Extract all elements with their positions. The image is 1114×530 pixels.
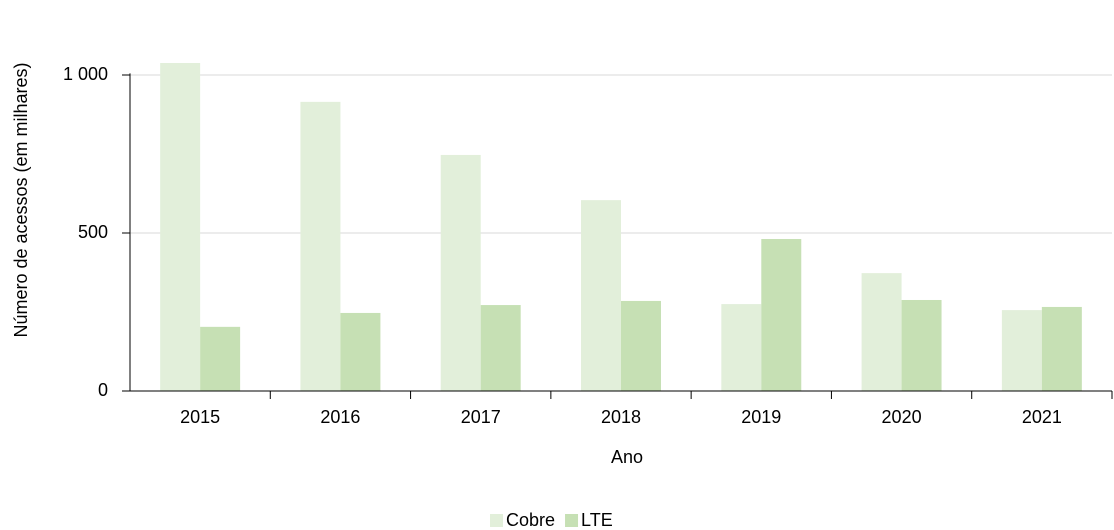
x-tick-label: 2016	[320, 407, 360, 427]
x-tick-label: 2019	[741, 407, 781, 427]
x-tick-label: 2018	[601, 407, 641, 427]
bar	[160, 62, 201, 391]
x-tick-label: 2017	[461, 407, 501, 427]
legend-swatch	[565, 514, 579, 527]
bar	[621, 300, 661, 391]
y-tick-label: 0	[98, 380, 108, 400]
bar	[300, 101, 341, 392]
y-axis-label: Número de acessos (em milhares)	[11, 62, 31, 337]
bar	[861, 273, 902, 391]
x-axis-label: Ano	[611, 447, 643, 467]
bar	[440, 154, 481, 391]
x-tick-label: 2020	[882, 407, 922, 427]
x-tick-label: 2021	[1022, 407, 1062, 427]
bar	[1001, 310, 1042, 391]
y-tick-label: 500	[78, 222, 108, 242]
legend-swatch	[490, 514, 503, 527]
bar	[721, 304, 762, 391]
bar	[200, 326, 241, 391]
bar	[340, 312, 381, 391]
bar	[480, 305, 521, 391]
legend-label: Cobre	[506, 510, 555, 530]
bar	[901, 299, 942, 391]
y-tick-label: 1 000	[63, 64, 108, 84]
bar	[581, 200, 621, 391]
bar	[761, 239, 802, 391]
bar	[1041, 306, 1082, 391]
legend-label: LTE	[581, 510, 613, 530]
x-tick-label: 2015	[180, 407, 220, 427]
